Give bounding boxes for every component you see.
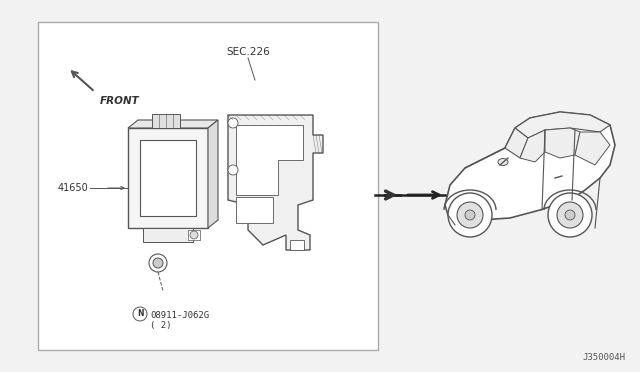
Text: J350004H: J350004H [582, 353, 625, 362]
Polygon shape [505, 128, 528, 158]
Polygon shape [445, 112, 615, 220]
Circle shape [565, 210, 575, 220]
Circle shape [133, 307, 147, 321]
Polygon shape [515, 112, 610, 138]
Circle shape [153, 258, 163, 268]
Text: FRONT: FRONT [100, 96, 140, 106]
Bar [188, 230, 200, 240]
Polygon shape [545, 128, 580, 158]
Text: 08911-J062G
( 2): 08911-J062G ( 2) [150, 311, 209, 330]
Bar [38, 22, 378, 350]
Bar [128, 128, 208, 228]
Polygon shape [520, 130, 545, 162]
Circle shape [149, 254, 167, 272]
Polygon shape [228, 115, 323, 250]
Circle shape [548, 193, 592, 237]
Circle shape [190, 231, 198, 239]
Polygon shape [236, 125, 303, 195]
Text: 41650: 41650 [57, 183, 88, 193]
Ellipse shape [498, 158, 508, 166]
Circle shape [465, 210, 475, 220]
Polygon shape [128, 120, 218, 128]
Polygon shape [236, 197, 273, 223]
Polygon shape [208, 120, 218, 228]
Bar [140, 140, 196, 216]
Text: SEC.226: SEC.226 [226, 47, 270, 57]
Circle shape [228, 118, 238, 128]
Circle shape [457, 202, 483, 228]
Text: N: N [137, 310, 143, 318]
Bar [152, 114, 180, 128]
Circle shape [228, 165, 238, 175]
Circle shape [557, 202, 583, 228]
Circle shape [448, 193, 492, 237]
Bar [290, 240, 304, 250]
Polygon shape [575, 132, 610, 165]
Bar [143, 228, 193, 242]
